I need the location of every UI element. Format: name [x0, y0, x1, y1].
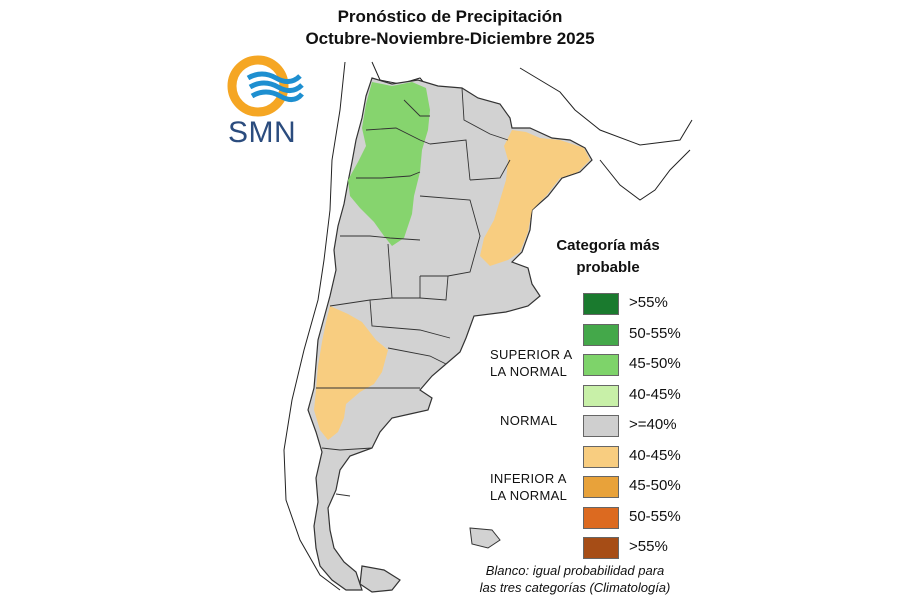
group-superior-label-2: LA NORMAL: [490, 364, 568, 379]
legend-label: 40-45%: [629, 446, 681, 464]
map-subtitle: Octubre-Noviembre-Diciembre 2025: [305, 29, 595, 48]
legend-swatch: [583, 445, 619, 468]
region-inferior-ne: [480, 130, 590, 266]
smn-logo-icon: [227, 55, 304, 117]
region-superior-nw: [348, 82, 430, 246]
brazil-border-line: [519, 67, 693, 146]
legend-swatch: [583, 476, 619, 498]
group-inferior-label-2: LA NORMAL: [490, 488, 568, 503]
legend-label: 45-50%: [629, 355, 681, 372]
chile-border-line: [283, 61, 346, 591]
legend-swatch: [583, 537, 619, 559]
legend-swatch: [583, 293, 619, 315]
legend-title: Categoría más: [556, 237, 660, 254]
group-inferior-label-1: INFERIOR A: [490, 471, 567, 486]
legend-label: 45-50%: [629, 477, 681, 494]
legend-label: >55%: [629, 294, 668, 311]
legend-label: 40-45%: [629, 385, 681, 403]
legend-swatch: [583, 384, 619, 407]
footnote-line2: las tres categorías (Climatología): [479, 580, 671, 595]
footnote-line1: Blanco: igual probabilidad para: [485, 563, 665, 578]
legend-swatch: [583, 323, 619, 346]
legend-swatch: [583, 506, 619, 529]
group-superior-label-1: SUPERIOR A: [490, 347, 573, 362]
tierra-del-fuego: [359, 565, 401, 593]
legend-label: >=40%: [629, 416, 677, 433]
province-boundaries: [316, 87, 511, 497]
logo-text: SMN: [228, 116, 297, 149]
legend-label: 50-55%: [629, 507, 681, 525]
malvinas-islands: [469, 527, 501, 549]
region-inferior-patagonia: [314, 306, 388, 440]
map-title: Pronóstico de Precipitación: [337, 7, 563, 26]
legend-swatch: [583, 415, 619, 437]
legend-label: 50-55%: [629, 324, 681, 342]
legend-title-2: probable: [576, 259, 640, 276]
legend-swatch: [583, 354, 619, 376]
brazil-coast-line: [599, 149, 691, 201]
legend-label: >55%: [629, 538, 668, 555]
group-normal-label: NORMAL: [500, 413, 558, 428]
